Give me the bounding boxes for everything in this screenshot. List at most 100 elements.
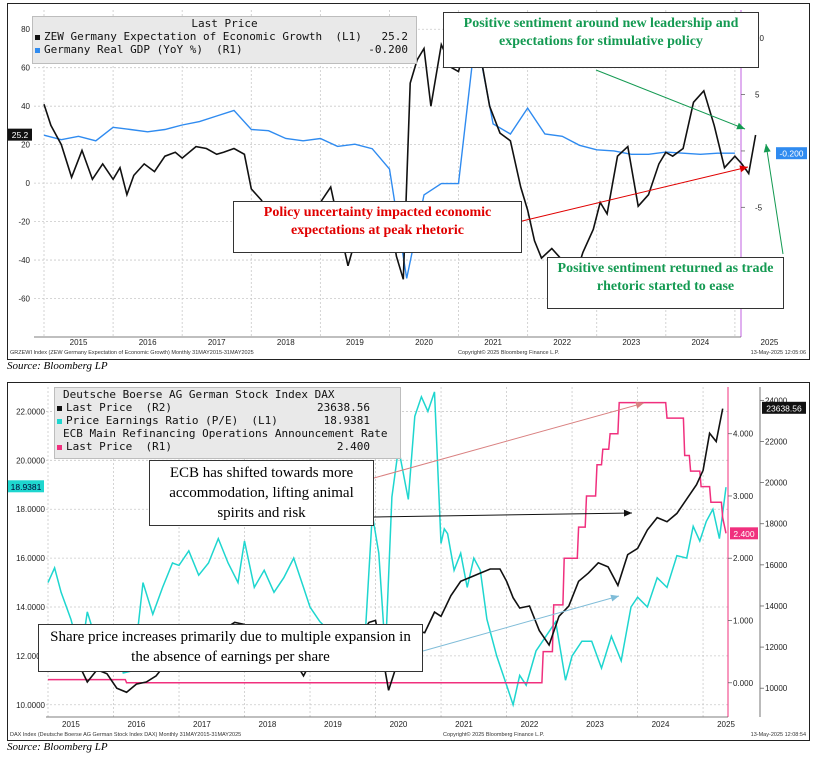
y-r2-tick-label: 18000 (765, 520, 788, 529)
arrow-rhetoric-ease (765, 143, 784, 255)
gdp-swatch (35, 48, 40, 53)
legend-ecb-name: Last Price (R1) (66, 440, 172, 453)
y-r2-tick-label: 12000 (765, 643, 788, 652)
y-right-tick-label: 10 (755, 34, 764, 43)
footer-right: 13-May-2025 12:05:06 (751, 350, 806, 356)
y-r1-tick-label: 4.000 (733, 430, 754, 439)
x-tick-label: 2016 (139, 338, 157, 347)
y-left-tick-label: 12.0000 (16, 652, 45, 661)
y-left-tick-label: 20 (21, 141, 30, 150)
source-note-2: Source: Bloomberg LP (7, 741, 108, 753)
legend-ecb-title: ECB Main Refinancing Operations Announce… (63, 427, 388, 440)
arrow-dax-head (623, 509, 632, 517)
x-tick-label: 2017 (193, 720, 211, 729)
callout-trade-rhetoric-ease: Positive sentiment returned as trade rhe… (547, 257, 784, 309)
zew-gdp-chart: -60 -40 -20 0 20 40 60 80 2015 2016 2017 2018 2019 20… (7, 3, 810, 360)
footer-left-2: DAX Index (Deutsche Boerse AG German Sto… (10, 732, 241, 738)
pe-last-tag: 18.9381 (11, 482, 42, 492)
legend-pe-value: 18.9381 (323, 414, 370, 427)
y-left-tick-label: -40 (18, 256, 30, 265)
legend-zew-value: 25.2 (381, 30, 409, 43)
callout-policy-uncertainty: Policy uncertainty impacted economic exp… (233, 201, 522, 253)
y-left-tick-label: 16.0000 (16, 554, 45, 563)
callout-new-leadership: Positive sentiment around new leadership… (443, 12, 759, 68)
arrow-leadership-head (736, 122, 745, 130)
dax-swatch (57, 406, 62, 411)
ecb-swatch (57, 445, 62, 450)
callout-ecb-accommodation: ECB has shifted towards more accommodati… (149, 460, 374, 526)
x-tick-label: 2018 (259, 720, 277, 729)
legend-gdp-value: -0.200 (368, 43, 408, 56)
x-tick-label: 2024 (652, 720, 670, 729)
y-left-tick-label: 22.0000 (16, 407, 45, 416)
x-tick-label: 2022 (521, 720, 539, 729)
y-r1-tick-label: 0.000 (733, 679, 754, 688)
x-tick-label: 2015 (70, 338, 88, 347)
arrow-rhetoric-ease-head (763, 144, 771, 153)
x-tick-label: 2025 (761, 338, 779, 347)
gdp-line (43, 32, 735, 279)
y-left-tick-label: -60 (18, 295, 30, 304)
y-left-tick-label: 40 (21, 102, 30, 111)
zew-last-tag: 25.2 (12, 130, 29, 140)
x-tick-label: 2019 (346, 338, 364, 347)
ecb-last-tag: 2.400 (733, 529, 755, 539)
y-left-tick-label: -20 (18, 218, 30, 227)
arrow-ecb-peak-head (635, 401, 644, 409)
y-r2-tick-label: 10000 (765, 684, 788, 693)
chart1-legend: Last Price ZEW Germany Expectation of Ec… (32, 16, 417, 64)
dax-last-tag: 23638.56 (766, 403, 802, 413)
arrow-pe (422, 595, 620, 652)
x-tick-label: 2021 (484, 338, 502, 347)
y-left-tick-label: 20.0000 (16, 456, 45, 465)
zew-last-tag-bg (8, 128, 32, 141)
y-r2-tick-label: 22000 (765, 437, 788, 446)
y-r2-tick-label: 16000 (765, 561, 788, 570)
y-left-tick-label: 80 (21, 25, 30, 34)
chart2-legend: Deutsche Boerse AG German Stock Index DA… (54, 387, 401, 459)
arrow-pe-head (610, 594, 619, 602)
y-right-tick-label: 5 (755, 91, 760, 100)
x-tick-label: 2017 (208, 338, 226, 347)
zew-swatch (35, 35, 40, 40)
arrow-uncertainty-head (739, 165, 748, 173)
y-left-tick-label: 10.0000 (16, 701, 45, 710)
legend-pe-name: Price Earnings Ratio (P/E) (L1) (66, 414, 278, 427)
gdp-last-tag: -0.200 (779, 149, 803, 159)
dax-last-tag-bg (762, 401, 806, 414)
zew-line (43, 18, 757, 288)
footer-left: GRZEWI Index (ZEW Germany Expectation of… (10, 350, 254, 356)
y-left-tick-label: 60 (21, 64, 30, 73)
y-r2-tick-label: 14000 (765, 602, 788, 611)
y-left-tick-label: 18.0000 (16, 505, 45, 514)
footer-center: Copyright© 2025 Bloomberg Finance L.P. (458, 349, 560, 356)
arrow-leadership (595, 69, 746, 130)
x-tick-label: 2016 (128, 720, 146, 729)
x-tick-label: 2021 (455, 720, 473, 729)
x-tick-label: 2023 (586, 720, 604, 729)
y-r1-tick-label: 3.000 (733, 492, 754, 501)
x-tick-label: 2018 (277, 338, 295, 347)
y-r2-tick-label: 24000 (765, 396, 788, 405)
y-r1-tick-label: 2.000 (733, 554, 754, 563)
y-r1-tick-label: 1.000 (733, 616, 754, 625)
x-tick-label: 2019 (324, 720, 342, 729)
pe-swatch (57, 419, 62, 424)
legend-gdp-name: Germany Real GDP (YoY %) (R1) (44, 43, 243, 56)
footer-right-2: 13-May-2025 12:08:54 (751, 732, 806, 738)
x-tick-label: 2020 (390, 720, 408, 729)
legend-title: Last Price (191, 17, 258, 30)
arrow-uncertainty (517, 166, 749, 223)
arrow-dax (373, 512, 633, 518)
source-note-1: Source: Bloomberg LP (7, 360, 108, 372)
x-tick-label: 2020 (415, 338, 433, 347)
pe-last-tag-bg (8, 480, 44, 493)
y-left-tick-label: 0 (26, 179, 31, 188)
y-left-tick-label: 14.0000 (16, 603, 45, 612)
ecb-rate-line (48, 401, 727, 684)
x-tick-label: 2023 (622, 338, 640, 347)
y-right-tick-label: -5 (755, 203, 763, 212)
legend-dax-value: 23638.56 (317, 401, 370, 414)
footer-center-2: Copyright© 2025 Bloomberg Finance L.P. (443, 731, 545, 738)
x-tick-label: 2015 (62, 720, 80, 729)
